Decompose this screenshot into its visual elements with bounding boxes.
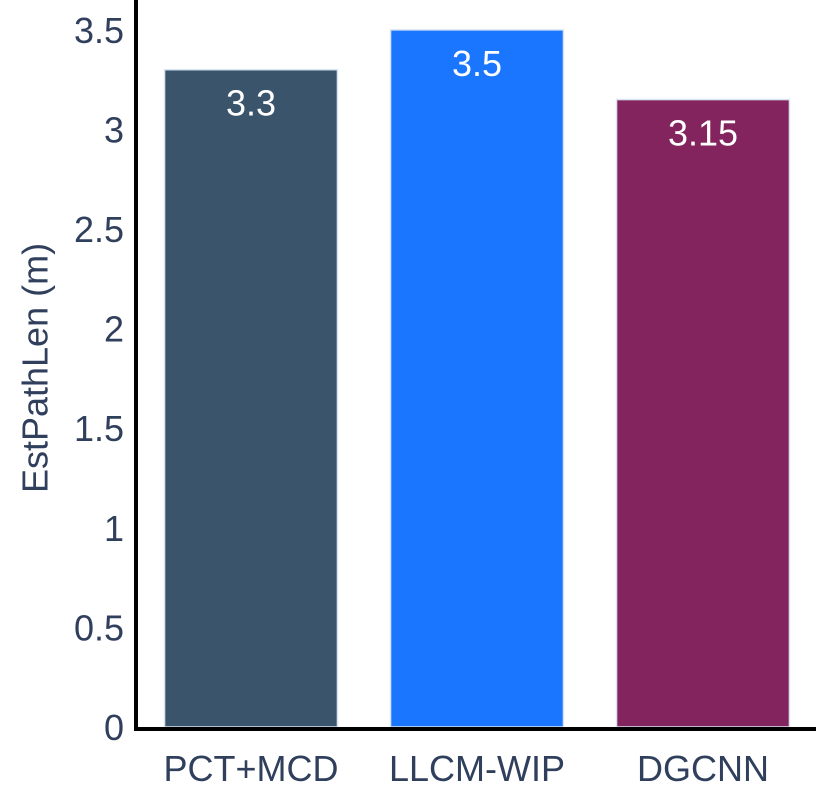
x-tick-label-2: DGCNN — [637, 748, 769, 789]
bar-0 — [163, 68, 339, 728]
y-axis-title: EstPathLen (m) — [15, 243, 56, 493]
y-ticks-group: 0 0.5 1 1.5 2 2.5 3 3.5 — [74, 10, 124, 748]
data-label-0: 3.3 — [226, 83, 276, 124]
x-tick-label-0: PCT+MCD — [163, 748, 338, 789]
y-tick-label-6: 3 — [104, 109, 124, 150]
bars-group — [163, 29, 791, 728]
y-tick-label-4: 2 — [104, 309, 124, 350]
data-labels-group: 3.3 3.5 3.15 — [226, 43, 738, 154]
y-tick-label-3: 1.5 — [74, 408, 124, 449]
bar-2 — [615, 98, 791, 728]
x-labels-group: PCT+MCD LLCM-WIP DGCNN — [163, 748, 769, 789]
y-tick-label-7: 3.5 — [74, 10, 124, 51]
y-tick-label-1: 0.5 — [74, 607, 124, 648]
data-label-1: 3.5 — [452, 43, 502, 84]
y-tick-label-5: 2.5 — [74, 209, 124, 250]
y-tick-label-2: 1 — [104, 508, 124, 549]
x-tick-label-1: LLCM-WIP — [389, 748, 565, 789]
data-label-2: 3.15 — [668, 113, 738, 154]
bar-1 — [389, 29, 565, 728]
y-tick-label-0: 0 — [104, 707, 124, 748]
